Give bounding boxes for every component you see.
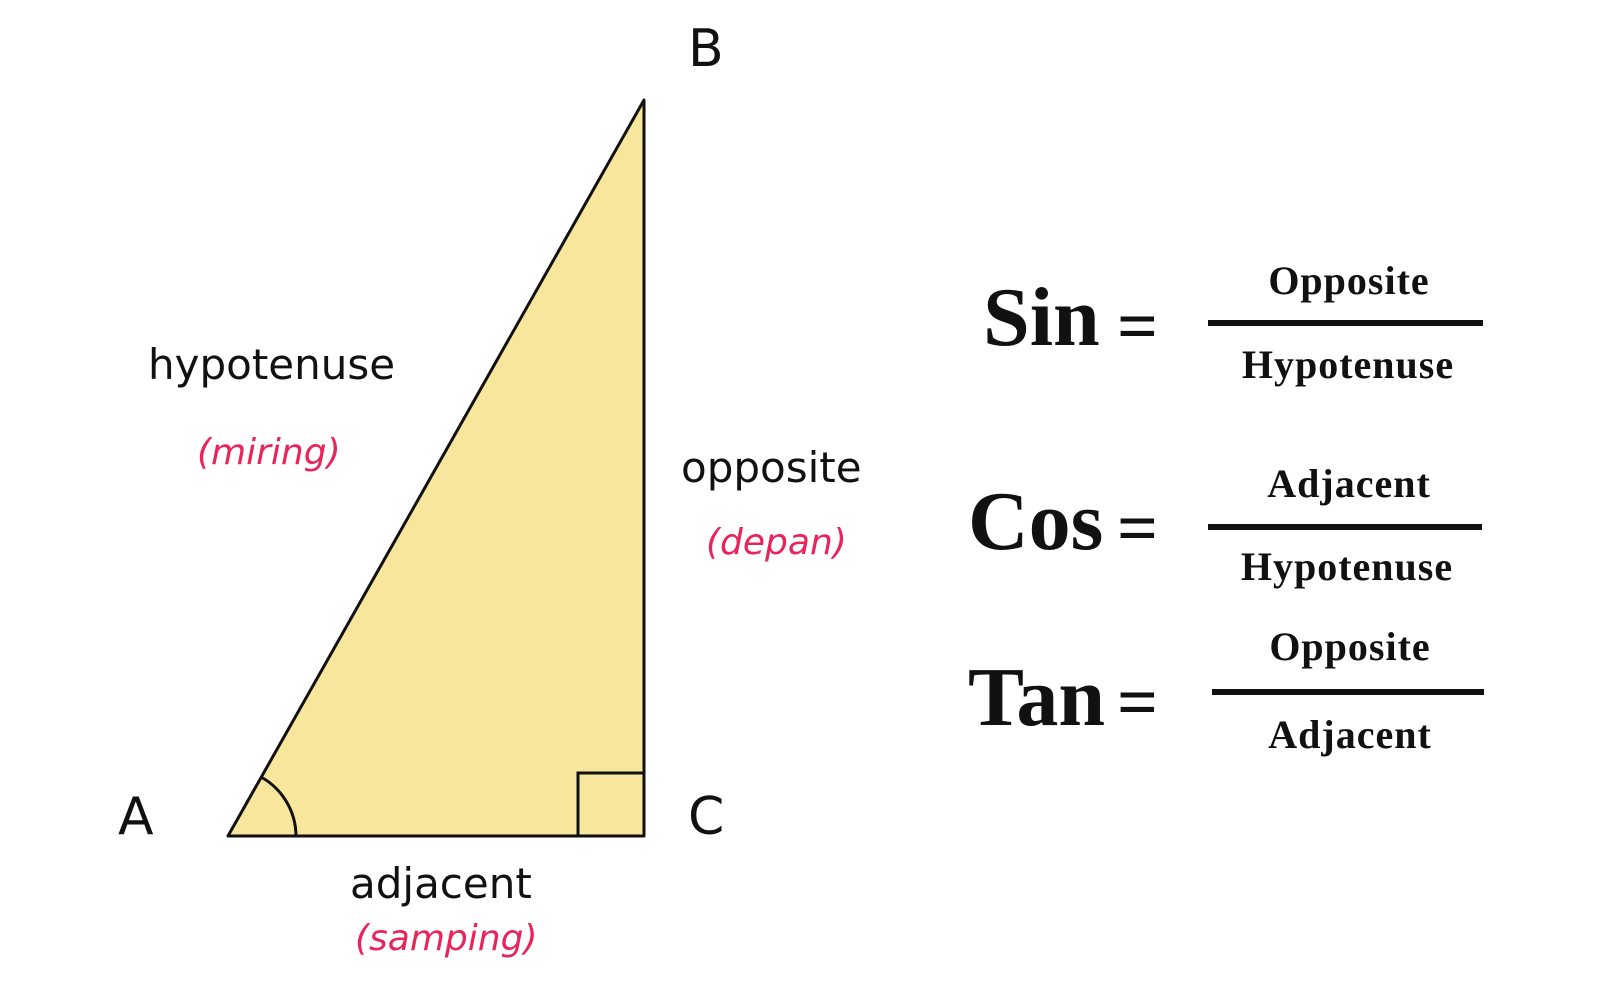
denominator: Hypotenuse — [1241, 544, 1453, 589]
vertex-label-b: B — [688, 19, 724, 79]
equals-sign: = — [1117, 662, 1158, 742]
function-name: Sin — [983, 271, 1100, 364]
function-name: Tan — [968, 651, 1105, 744]
formula-cos: Cos = Adjacent Hypotenuse — [968, 461, 1482, 589]
angle-a-arc — [260, 775, 298, 837]
opposite-label: opposite — [681, 443, 862, 492]
adjacent-translation: (samping) — [355, 918, 538, 959]
hypotenuse-label: hypotenuse — [148, 340, 395, 389]
opposite-translation: (depan) — [706, 522, 847, 563]
formula-sin: Sin = Opposite Hypotenuse — [983, 258, 1483, 387]
equals-sign: = — [1117, 286, 1158, 366]
numerator: Opposite — [1268, 258, 1429, 303]
right-angle-marker — [576, 771, 644, 836]
hypotenuse-translation: (miring) — [197, 432, 341, 473]
function-name: Cos — [968, 475, 1103, 568]
equals-sign: = — [1117, 488, 1158, 568]
right-triangle — [226, 98, 646, 838]
numerator: Opposite — [1269, 624, 1430, 669]
adjacent-label: adjacent — [350, 859, 532, 908]
formula-tan: Tan = Opposite Adjacent — [968, 624, 1484, 757]
vertex-label-a: A — [118, 787, 154, 847]
denominator: Adjacent — [1268, 712, 1432, 757]
numerator: Adjacent — [1267, 461, 1431, 506]
denominator: Hypotenuse — [1242, 342, 1454, 387]
vertex-label-c: C — [688, 787, 724, 847]
